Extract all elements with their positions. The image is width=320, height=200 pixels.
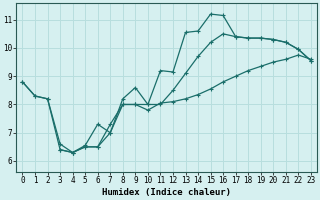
X-axis label: Humidex (Indice chaleur): Humidex (Indice chaleur) xyxy=(102,188,231,197)
